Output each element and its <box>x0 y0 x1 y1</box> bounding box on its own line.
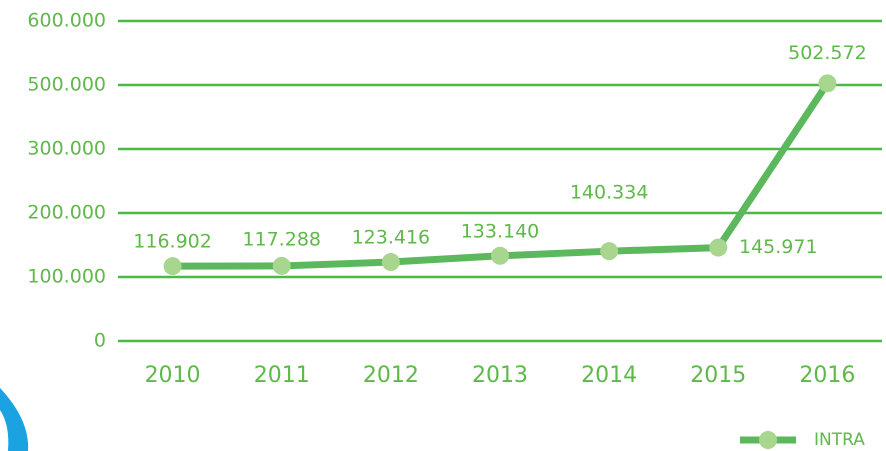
legend-marker <box>759 431 777 449</box>
data-label: 123.416 <box>352 227 431 249</box>
x-tick-label: 2012 <box>363 363 419 388</box>
y-tick-label: 200.000 <box>27 202 106 224</box>
y-tick-label: 600.000 <box>27 10 106 32</box>
y-tick-label: 0 <box>94 330 106 352</box>
x-tick-label: 2010 <box>145 363 201 388</box>
decoration-arc <box>0 388 29 451</box>
data-point <box>272 256 291 275</box>
x-tick-label: 2011 <box>254 363 310 388</box>
data-point <box>709 238 728 257</box>
x-tick-label: 2014 <box>581 363 637 388</box>
data-point <box>163 257 182 276</box>
y-tick-label: 100.000 <box>27 266 106 288</box>
x-tick-label: 2016 <box>799 363 855 388</box>
data-label: 502.572 <box>788 42 867 64</box>
data-point <box>818 74 837 93</box>
data-point <box>381 253 400 272</box>
legend-label: INTRA <box>814 430 865 450</box>
data-label: 140.334 <box>570 182 649 204</box>
data-point <box>600 242 619 261</box>
y-tick-label: 300.000 <box>27 138 106 160</box>
y-tick-label: 500.000 <box>27 74 106 96</box>
data-label: 133.140 <box>461 220 540 242</box>
data-label: 116.902 <box>133 231 212 253</box>
data-label: 145.971 <box>739 236 818 258</box>
x-tick-label: 2013 <box>472 363 528 388</box>
data-point <box>491 246 509 265</box>
x-tick-label: 2015 <box>690 363 746 388</box>
data-label: 117.288 <box>242 228 321 250</box>
